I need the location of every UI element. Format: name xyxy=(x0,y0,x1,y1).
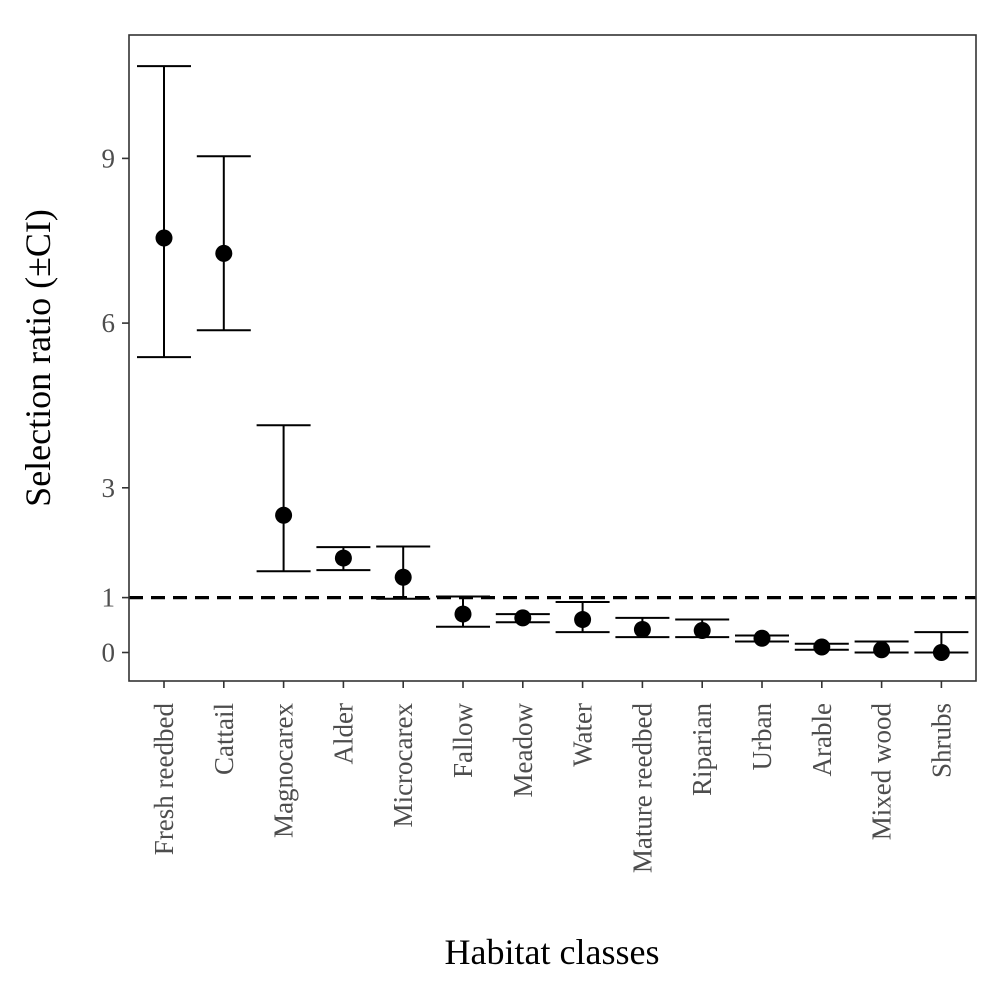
y-tick-label: 9 xyxy=(102,143,116,173)
y-axis-title: Selection ratio (±CI) xyxy=(18,209,58,507)
error-bar xyxy=(137,65,191,359)
data-point xyxy=(155,229,173,247)
data-point xyxy=(394,568,412,586)
data-point xyxy=(753,629,771,647)
error-bar xyxy=(256,424,311,573)
x-tick-label: Mature reedbed xyxy=(627,703,657,874)
x-tick-label: Shrubs xyxy=(926,703,956,778)
x-tick-label: Fresh reedbed xyxy=(149,703,179,856)
x-tick-label: Water xyxy=(568,703,598,767)
x-tick-label: Fallow xyxy=(448,703,478,779)
y-tick-label: 6 xyxy=(102,308,116,338)
x-tick-label: Mixed wood xyxy=(867,703,897,841)
x-tick-label: Riparian xyxy=(687,703,717,796)
x-axis-title: Habitat classes xyxy=(445,932,660,972)
x-tick-label: Urban xyxy=(747,703,777,771)
data-point xyxy=(334,549,352,567)
data-point xyxy=(693,622,711,640)
y-tick-label: 1 xyxy=(102,583,116,613)
y-tick-label: 3 xyxy=(102,473,116,503)
data-point xyxy=(633,620,651,638)
data-point xyxy=(275,506,293,524)
data-point xyxy=(932,644,950,661)
data-point xyxy=(873,641,891,659)
x-tick-label: Arable xyxy=(807,703,837,776)
x-tick-label: Cattail xyxy=(209,703,239,775)
x-tick-label: Microcarex xyxy=(388,703,418,828)
data-point xyxy=(514,609,532,627)
data-point xyxy=(574,611,592,629)
data-point xyxy=(813,638,831,656)
x-tick-label: Alder xyxy=(328,703,358,764)
y-tick-label: 0 xyxy=(102,638,116,668)
data-point xyxy=(454,605,472,623)
data-point xyxy=(215,244,233,262)
error-bar xyxy=(196,155,251,332)
x-tick-label: Magnocarex xyxy=(269,703,299,838)
panel-border xyxy=(128,34,977,682)
x-tick-label: Meadow xyxy=(508,703,538,798)
